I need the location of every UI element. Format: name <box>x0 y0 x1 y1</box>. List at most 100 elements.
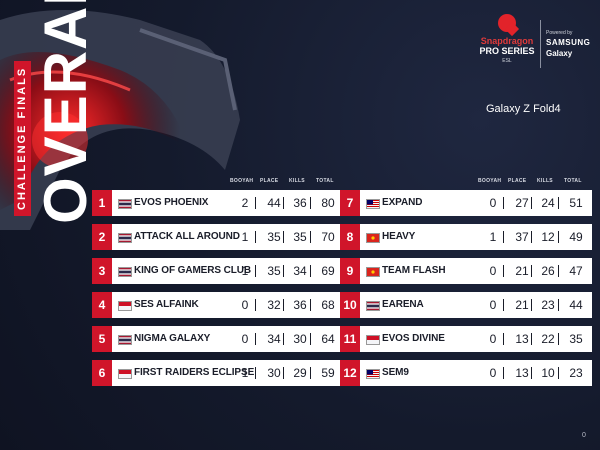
team-rank: 3 <box>92 258 112 284</box>
team-name: NIGMA GALAXY <box>134 333 211 344</box>
kills-value: 35 <box>293 230 307 244</box>
booyah-value: 0 <box>489 196 497 210</box>
booyah-value: 0 <box>241 332 249 346</box>
malaysia-flag-icon <box>366 369 380 379</box>
team-rank: 11 <box>340 326 360 352</box>
kills-value: 34 <box>293 264 307 278</box>
booyah-value: 1 <box>489 230 497 244</box>
column-divider <box>283 299 284 311</box>
thailand-flag-icon <box>366 301 380 311</box>
vietnam-flag-icon <box>366 267 380 277</box>
place-value: 21 <box>515 264 529 278</box>
thailand-flag-icon <box>118 199 132 209</box>
column-divider <box>255 333 256 345</box>
booyah-value: 0 <box>489 366 497 380</box>
column-divider <box>531 299 532 311</box>
table-header: BOOYAH PLACE KILLS TOTAL <box>92 176 344 190</box>
total-value: 64 <box>321 332 335 346</box>
booyah-value: 0 <box>489 264 497 278</box>
column-divider <box>503 265 504 277</box>
team-rank: 2 <box>92 224 112 250</box>
standings-table-left: BOOYAH PLACE KILLS TOTAL 1 EVOS PHOENIX 2 4… <box>92 176 344 394</box>
place-value: 37 <box>515 230 529 244</box>
column-divider <box>283 333 284 345</box>
table-row: 8 HEAVY 1 37 12 49 <box>340 224 592 250</box>
col-total: TOTAL <box>564 178 582 184</box>
malaysia-flag-icon <box>366 199 380 209</box>
team-name: EVOS DIVINE <box>382 333 445 344</box>
column-divider <box>310 333 311 345</box>
total-value: 59 <box>321 366 335 380</box>
table-row: 4 SES ALFAINK 0 32 36 68 <box>92 292 344 318</box>
table-row: 12 SEM9 0 13 10 23 <box>340 360 592 386</box>
column-divider <box>503 367 504 379</box>
team-rank: 5 <box>92 326 112 352</box>
booyah-value: 1 <box>241 366 249 380</box>
table-row: 5 NIGMA GALAXY 0 34 30 64 <box>92 326 344 352</box>
place-value: 30 <box>267 366 281 380</box>
column-divider <box>283 367 284 379</box>
overall-title: OVERALL <box>32 0 99 224</box>
col-place: PLACE <box>508 178 527 184</box>
booyah-value: 0 <box>489 332 497 346</box>
kills-value: 10 <box>541 366 555 380</box>
column-divider <box>503 299 504 311</box>
place-value: 44 <box>267 196 281 210</box>
pro-series-label: PRO SERIES <box>479 46 535 56</box>
booyah-value: 0 <box>241 298 249 312</box>
total-value: 49 <box>569 230 583 244</box>
table-header: BOOYAH PLACE KILLS TOTAL <box>340 176 592 190</box>
place-value: 13 <box>515 332 529 346</box>
place-value: 21 <box>515 298 529 312</box>
table-row: 9 TEAM FLASH 0 21 26 47 <box>340 258 592 284</box>
team-rank: 10 <box>340 292 360 318</box>
team-name: EXPAND <box>382 197 423 208</box>
table-row: 6 FIRST RAIDERS ECLIPSE 1 30 29 59 <box>92 360 344 386</box>
kills-value: 36 <box>293 196 307 210</box>
team-name: SEM9 <box>382 367 409 378</box>
place-value: 13 <box>515 366 529 380</box>
team-rank: 12 <box>340 360 360 386</box>
column-divider <box>558 231 559 243</box>
column-divider <box>255 299 256 311</box>
sponsor-logos: Snapdragon PRO SERIES ESL Powered by SAM… <box>474 14 594 74</box>
brand-divider <box>540 20 541 68</box>
thailand-flag-icon <box>118 233 132 243</box>
column-divider <box>255 197 256 209</box>
column-divider <box>255 231 256 243</box>
standings-table-right: BOOYAH PLACE KILLS TOTAL 7 EXPAND 0 27 24 51 8… <box>340 176 592 394</box>
col-kills: KILLS <box>537 178 553 184</box>
team-rank: 7 <box>340 190 360 216</box>
device-name: Galaxy Z Fold4 <box>486 103 561 115</box>
kills-value: 24 <box>541 196 555 210</box>
kills-value: 36 <box>293 298 307 312</box>
col-place: PLACE <box>260 178 279 184</box>
column-divider <box>558 197 559 209</box>
column-divider <box>283 231 284 243</box>
vietnam-flag-icon <box>366 233 380 243</box>
kills-value: 29 <box>293 366 307 380</box>
team-rank: 6 <box>92 360 112 386</box>
place-value: 35 <box>267 230 281 244</box>
corner-badge: 0 <box>582 432 586 439</box>
column-divider <box>283 197 284 209</box>
indonesia-flag-icon <box>366 335 380 345</box>
place-value: 35 <box>267 264 281 278</box>
column-divider <box>558 299 559 311</box>
table-row: 10 EARENA 0 21 23 44 <box>340 292 592 318</box>
kills-value: 12 <box>541 230 555 244</box>
total-value: 44 <box>569 298 583 312</box>
team-name: KING OF GAMERS CLUB <box>134 265 251 276</box>
column-divider <box>503 333 504 345</box>
team-name: EARENA <box>382 299 424 310</box>
kills-value: 30 <box>293 332 307 346</box>
booyah-value: 1 <box>241 264 249 278</box>
booyah-value: 1 <box>241 230 249 244</box>
table-row: 11 EVOS DIVINE 0 13 22 35 <box>340 326 592 352</box>
kills-value: 23 <box>541 298 555 312</box>
team-rank: 8 <box>340 224 360 250</box>
team-name: HEAVY <box>382 231 416 242</box>
total-value: 51 <box>569 196 583 210</box>
place-value: 27 <box>515 196 529 210</box>
booyah-value: 0 <box>489 298 497 312</box>
